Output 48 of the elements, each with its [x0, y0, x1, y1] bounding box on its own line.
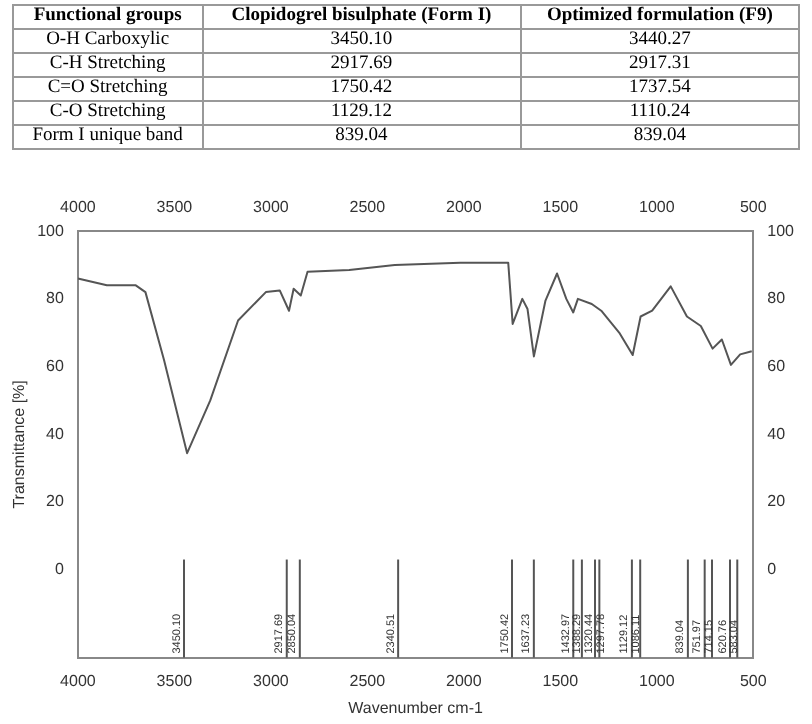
y-tick-label: 100: [37, 221, 65, 240]
x-tick-label: 3000: [253, 198, 290, 217]
text: C-O Stretching: [13, 101, 203, 125]
x2-tick-label: 4000: [60, 671, 97, 690]
text: 3440.27: [520, 29, 799, 53]
x-tick-label: 2000: [446, 198, 483, 217]
text: 2917.69: [202, 53, 521, 77]
text: 1110.24: [520, 101, 799, 125]
x-tick-label: 500: [739, 198, 768, 217]
text: 839.04: [202, 125, 521, 149]
y2-tick-label: 40: [767, 424, 787, 443]
x-tick-label: 4000: [60, 198, 97, 217]
x2-tick-label: 3500: [156, 671, 194, 690]
x-axis-title: Wavenumber cm-1: [348, 698, 484, 717]
y-tick-label: 80: [46, 289, 65, 308]
y-tick-label: 40: [46, 424, 65, 443]
text: C-H Stretching: [13, 53, 203, 77]
y-tick-label: 0: [54, 560, 65, 579]
text: 3450.10: [202, 29, 521, 53]
y2-tick-label: 60: [767, 356, 787, 375]
x-tick-label: 2500: [349, 198, 387, 217]
x2-tick-label: 1500: [542, 671, 580, 690]
text: C=O Stretching: [13, 77, 203, 101]
text: 1737.54: [520, 77, 799, 101]
y2-tick-label: 100: [767, 221, 796, 240]
text: Functional groups: [13, 5, 203, 29]
x-tick-label: 1000: [639, 198, 676, 217]
text: Clopidogrel bisulphate (Form I): [202, 5, 521, 29]
text: 2917.31: [520, 53, 799, 77]
text: Optimized formulation (F9): [520, 5, 799, 29]
y-tick-label: 20: [46, 492, 65, 511]
x2-tick-label: 2500: [349, 671, 387, 690]
text: O-H Carboxylic: [13, 29, 203, 53]
x-tick-label: 3500: [156, 198, 194, 217]
text: 1129.12: [202, 101, 521, 125]
x2-tick-label: 1000: [639, 671, 676, 690]
y2-tick-label: 80: [767, 289, 787, 308]
x2-tick-label: 3000: [253, 671, 290, 690]
x-tick-label: 1500: [542, 198, 580, 217]
x2-tick-label: 500: [739, 671, 768, 690]
y-tick-label: 60: [46, 356, 65, 375]
y2-tick-label: 0: [767, 560, 778, 579]
text: 1750.42: [202, 77, 521, 101]
y-axis-title: Transmittance [%]: [10, 380, 29, 509]
text: 839.04: [520, 125, 799, 149]
x2-tick-label: 2000: [446, 671, 483, 690]
y2-tick-label: 20: [767, 492, 787, 511]
text: Form I unique band: [13, 125, 203, 149]
